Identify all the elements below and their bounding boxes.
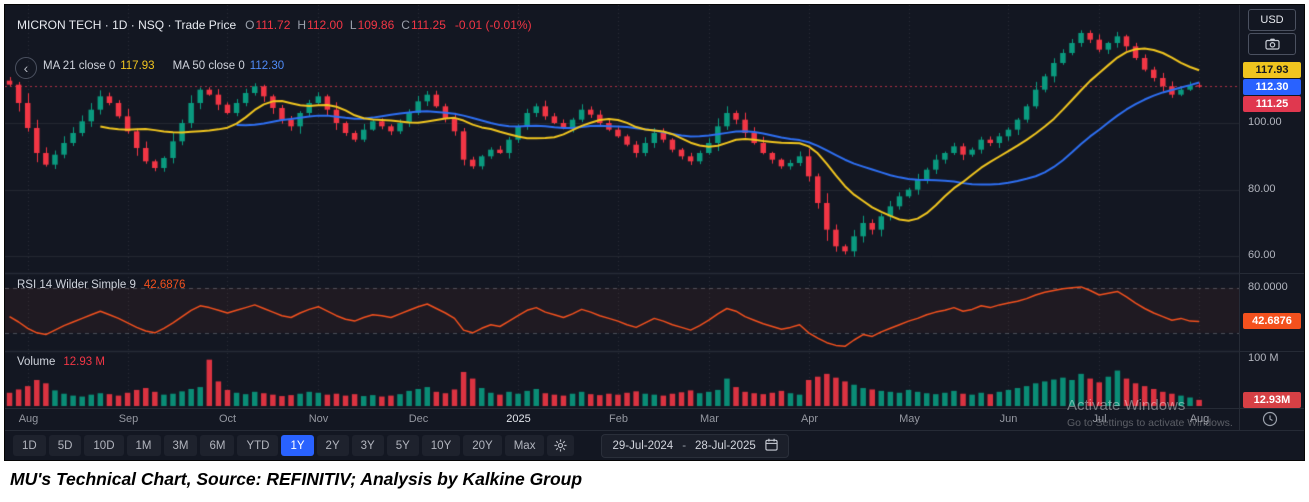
time-tick-jun: Jun (999, 413, 1018, 425)
ohlc-pair: H 112.00 (297, 18, 342, 32)
range-button-20y[interactable]: 20Y (463, 435, 502, 456)
ohlc-label: H (297, 18, 307, 32)
calendar-icon (765, 438, 778, 454)
range-button-3y[interactable]: 3Y (351, 435, 384, 456)
price-badge-last: 111.25 (1243, 96, 1301, 113)
range-toolbar: 1D 5D 10D 1M 3M 6M YTD 1Y 2Y 3Y 5Y 10Y 20Y Max 29-Jul… (5, 430, 1304, 460)
time-tick-aug: Aug (1189, 413, 1210, 425)
range-button-6m[interactable]: 6M (200, 435, 235, 456)
range-button-5d[interactable]: 5D (48, 435, 82, 456)
range-button-1m[interactable]: 1M (126, 435, 161, 456)
ma-indicator-value: 117.93 (120, 60, 155, 72)
symbol-title[interactable]: MICRON TECH · 1D · NSQ · Trade Price (17, 18, 237, 32)
ohlc-value: 111.72 (255, 18, 291, 32)
ohlc-values: O 111.72 H 112.00 L 109.86 C 111.25 (245, 18, 446, 32)
date-to: 28-Jul-2025 (695, 439, 756, 452)
ma-indicator-50[interactable]: MA 50 close 0 112.30 (173, 60, 285, 72)
time-axis[interactable]: Aug Sep Oct Nov Dec 2025 Feb Mar Apr May Jun Jul Aug (5, 408, 1240, 431)
time-tick-oct: Oct (218, 413, 237, 425)
time-tick-jul: Jul (1092, 413, 1107, 425)
date-separator: - (682, 439, 687, 452)
settings-gear-icon[interactable] (547, 435, 575, 456)
time-tick-apr: Apr (800, 413, 819, 425)
range-button-3m[interactable]: 3M (163, 435, 198, 456)
symbol-legend: MICRON TECH · 1D · NSQ · Trade Price O 11… (17, 18, 532, 32)
watermark-line2: Go to Settings to activate Windows. (1067, 417, 1233, 429)
time-tick-nov: Nov (308, 413, 329, 425)
ma-indicator-label: MA 50 close 0 (172, 60, 245, 72)
clock-icon[interactable] (1262, 411, 1278, 427)
chart-canvas[interactable] (5, 5, 1240, 408)
ohlc-label: C (401, 18, 410, 32)
time-tick-2025: 2025 (506, 413, 531, 425)
ma-indicator-label: MA 21 close 0 (43, 60, 116, 72)
indicator-legend: MA 21 close 0 117.93 MA 50 close 0 112.30 (43, 60, 284, 72)
time-tick-may: May (899, 413, 920, 425)
time-tick-feb: Feb (609, 413, 628, 425)
ohlc-pair: C 111.25 (401, 18, 446, 32)
rsi-axis-label: 80.0000 (1248, 280, 1288, 293)
activate-windows-watermark: Activate Windows Go to Settings to activ… (1067, 397, 1233, 429)
ohlc-label: O (245, 18, 255, 32)
range-button-10y[interactable]: 10Y (421, 435, 461, 456)
ohlc-value: 112.00 (307, 18, 343, 32)
rsi-badge: 42.6876 (1243, 313, 1301, 330)
ma-indicator-21[interactable]: MA 21 close 0 117.93 (43, 60, 155, 72)
volume-axis-label: 100 M (1248, 351, 1279, 364)
caption: MU's Technical Chart, Source: REFINITIV;… (10, 469, 583, 489)
range-button-max[interactable]: Max (504, 435, 545, 456)
rsi-value: 42.6876 (143, 279, 186, 291)
trading-chart: MICRON TECH · 1D · NSQ · Trade Price O 11… (4, 4, 1305, 461)
volume-legend: Volume 12.93 M (17, 356, 105, 368)
ohlc-value: 109.86 (357, 18, 395, 32)
price-change: -0.01 (-0.01%) (454, 18, 532, 32)
page: MICRON TECH · 1D · NSQ · Trade Price O 11… (4, 4, 1305, 489)
price-axis[interactable]: USD 80.0000 42.6876 100 M 12.93M 100.00 8… (1239, 5, 1304, 430)
price-axis-label: 100.00 (1248, 116, 1282, 128)
range-buttons: 1D 5D 10D 1M 3M 6M YTD 1Y 2Y 3Y 5Y 10Y 20Y Max (13, 435, 545, 456)
date-range-picker[interactable]: 29-Jul-2024 - 28-Jul-2025 (601, 433, 789, 458)
range-button-ytd[interactable]: YTD (237, 435, 279, 456)
ohlc-pair: O 111.72 (245, 18, 290, 32)
time-tick-sep: Sep (118, 413, 139, 425)
time-tick-aug: Aug (18, 413, 39, 425)
range-button-2y[interactable]: 2Y (316, 435, 349, 456)
time-tick-dec: Dec (408, 413, 429, 425)
range-button-1y[interactable]: 1Y (281, 435, 314, 456)
screenshot-camera-icon[interactable] (1248, 33, 1296, 55)
time-tick-mar: Mar (700, 413, 719, 425)
date-from: 29-Jul-2024 (612, 439, 674, 452)
volume-badge: 12.93M (1243, 391, 1301, 408)
range-button-5y[interactable]: 5Y (386, 435, 419, 456)
price-axis-label: 80.00 (1248, 182, 1276, 195)
currency-button[interactable]: USD (1248, 9, 1296, 31)
rsi-legend: RSI 14 Wilder Simple 9 42.6876 (17, 279, 185, 291)
rsi-title: RSI 14 Wilder Simple 9 (17, 279, 136, 291)
ohlc-pair: L 109.86 (350, 18, 394, 32)
volume-value: 12.93 M (63, 356, 105, 368)
range-button-1d[interactable]: 1D (13, 435, 46, 456)
scroll-left-button[interactable]: ‹ (15, 57, 37, 79)
price-badge-ma50: 112.30 (1243, 79, 1301, 96)
ma-indicator-value: 112.30 (249, 60, 285, 72)
price-axis-label: 60.00 (1248, 249, 1276, 262)
range-button-10d[interactable]: 10D (84, 435, 124, 456)
volume-title: Volume (17, 356, 56, 368)
watermark-line1: Activate Windows (1067, 397, 1186, 414)
ohlc-label: L (349, 18, 357, 32)
price-badge-ma21: 117.93 (1243, 62, 1301, 79)
ohlc-value: 111.25 (410, 18, 446, 32)
